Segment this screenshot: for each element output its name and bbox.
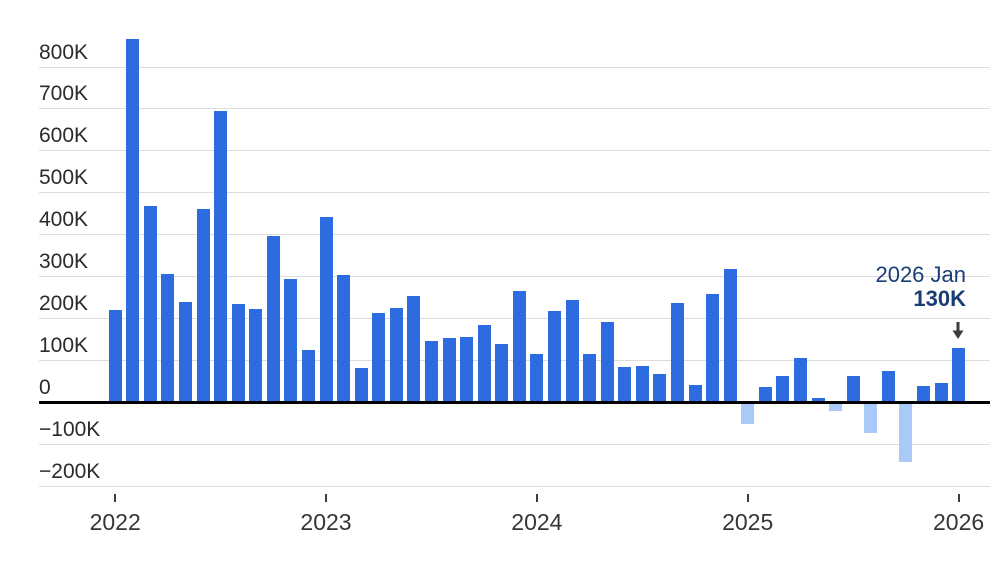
- annotation-value-label: 130K: [913, 286, 966, 311]
- annotation: 2026 Jan 130K: [875, 263, 966, 311]
- gridline: [39, 485, 990, 487]
- bar: [723, 268, 737, 402]
- gridline: [39, 150, 990, 152]
- bar: [793, 357, 807, 402]
- bar: [530, 353, 544, 402]
- bar: [108, 309, 122, 402]
- gridline: [39, 108, 990, 110]
- y-axis-label: 300K: [39, 250, 89, 274]
- bar: [829, 402, 843, 411]
- bar: [811, 397, 825, 402]
- bar: [337, 274, 351, 402]
- bar: [425, 341, 438, 402]
- bar: [758, 386, 772, 402]
- y-axis-label: 400K: [39, 208, 89, 232]
- bar: [512, 290, 526, 402]
- x-axis-label: 2024: [511, 509, 563, 535]
- bar: [653, 373, 667, 402]
- bar: [266, 235, 280, 402]
- bar: [477, 325, 491, 402]
- bar: [952, 347, 966, 402]
- bar: [635, 365, 649, 402]
- gridline: [39, 276, 990, 278]
- down-arrow-icon: [952, 322, 964, 339]
- x-axis-tick: [957, 494, 960, 502]
- y-axis-label: 700K: [39, 82, 89, 106]
- bar: [249, 309, 263, 402]
- bar: [214, 111, 228, 402]
- bar: [389, 307, 403, 402]
- x-axis-label: 2026: [933, 509, 985, 535]
- bar: [196, 209, 210, 402]
- bar: [670, 302, 684, 402]
- bar: [706, 293, 720, 402]
- x-axis-tick: [114, 494, 117, 502]
- y-axis-label: 200K: [39, 292, 89, 316]
- y-axis-label: 100K: [39, 334, 89, 358]
- bar: [741, 402, 755, 425]
- bar: [864, 402, 878, 433]
- bar: [460, 337, 474, 402]
- y-axis-label: −100K: [39, 417, 101, 441]
- bar: [776, 375, 790, 402]
- x-axis-label: 2025: [722, 509, 774, 535]
- bar: [846, 376, 860, 402]
- bar: [161, 274, 175, 402]
- y-axis-label: 500K: [39, 166, 89, 190]
- x-axis-tick: [325, 494, 327, 502]
- bar: [302, 350, 315, 402]
- bar: [284, 279, 298, 402]
- x-axis-tick: [746, 494, 749, 502]
- gridline: [39, 443, 990, 445]
- bar: [899, 402, 913, 462]
- bar: [442, 337, 456, 402]
- bar: [583, 354, 597, 402]
- bar: [126, 39, 140, 402]
- bar: [143, 205, 157, 402]
- x-axis-label: 2022: [89, 509, 141, 535]
- bar: [618, 367, 632, 402]
- bar: [319, 217, 333, 402]
- gridline: [39, 192, 990, 194]
- gridline: [39, 234, 990, 236]
- bar: [231, 304, 245, 402]
- bar: [179, 302, 192, 402]
- y-axis-label: −200K: [39, 459, 101, 483]
- annotation-date-label: 2026 Jan: [875, 262, 966, 287]
- bar: [354, 368, 368, 402]
- y-axis-label: 0: [39, 376, 51, 399]
- bar: [565, 300, 579, 402]
- x-axis-label: 2023: [300, 509, 352, 535]
- bar: [916, 386, 930, 402]
- bar: [407, 296, 421, 402]
- bar: [600, 322, 614, 402]
- bar: [548, 310, 561, 402]
- bar: [934, 383, 948, 402]
- bar: [372, 312, 386, 402]
- bar: [881, 371, 895, 402]
- zero-axis-line: [39, 400, 990, 404]
- y-axis-label: 600K: [39, 124, 89, 148]
- bar: [688, 384, 702, 402]
- y-axis-label: 800K: [39, 40, 89, 64]
- gridline: [39, 66, 990, 68]
- x-axis-tick: [535, 494, 538, 502]
- bar: [495, 344, 509, 402]
